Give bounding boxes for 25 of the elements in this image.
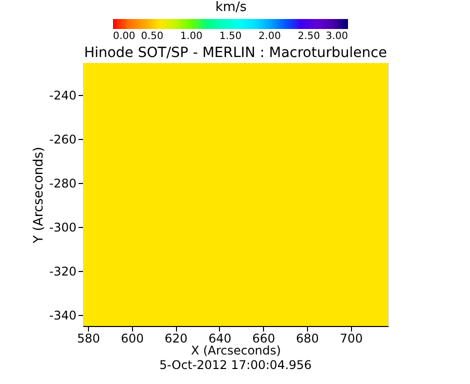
color-bar-label: 1.50 — [219, 31, 242, 42]
y-axis-title: Y (Arcseconds) — [31, 146, 46, 244]
chart-title: Hinode SOT/SP - MERLIN : Macroturbulence — [84, 45, 387, 61]
x-tick-label: 640 — [208, 332, 232, 346]
x-tick-label: 660 — [252, 332, 276, 346]
y-tick-label: -320 — [49, 264, 76, 278]
y-tick-label: -260 — [49, 132, 76, 146]
color-bar-title: km/s — [215, 0, 247, 15]
y-tick-label: -340 — [49, 308, 76, 322]
x-tick-label: 600 — [120, 332, 144, 346]
x-axis-title: X (Arcseconds) — [191, 344, 281, 358]
x-tick-label: 580 — [77, 332, 100, 346]
x-tick-label: 680 — [296, 332, 319, 346]
y-tick-label: -240 — [49, 88, 76, 102]
color-bar-label: 2.00 — [258, 31, 281, 42]
x-tick-label: 620 — [164, 332, 188, 346]
y-tick-label: -280 — [49, 176, 76, 190]
color-bar-label: 0.00 — [113, 31, 136, 42]
color-bar-label: 3.00 — [326, 31, 348, 42]
color-bar-label: 1.00 — [180, 31, 202, 42]
color-bar-label: 2.50 — [298, 31, 320, 42]
text: 5-Oct-2012 17:00:04.956 — [159, 358, 312, 372]
y-tick-label: -300 — [49, 220, 76, 234]
x-tick-label: 700 — [340, 332, 363, 346]
color-bar-label: 0.50 — [141, 31, 164, 42]
